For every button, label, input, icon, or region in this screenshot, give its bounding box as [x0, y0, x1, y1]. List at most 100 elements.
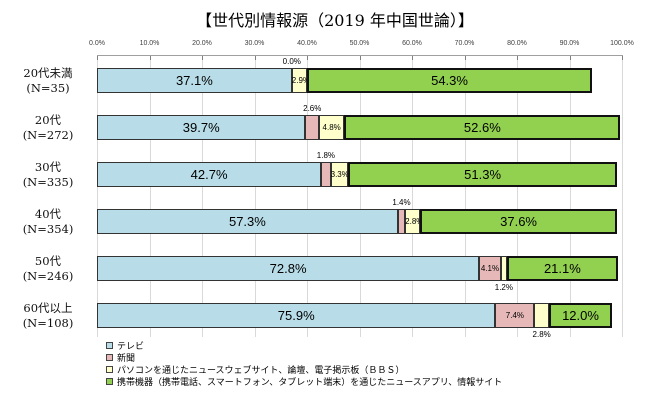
data-label: 2.9% [291, 76, 310, 85]
axis-tick-label: 80.0% [507, 40, 527, 47]
category-label: 20代 (N=272) [4, 113, 92, 143]
data-label: 72.8% [269, 261, 307, 276]
data-label: 2.8% [532, 330, 551, 339]
axis-tick [97, 55, 98, 60]
bar-segment [534, 303, 549, 328]
data-label: 0.0% [282, 57, 301, 66]
bar-segment [419, 209, 618, 234]
gridline [412, 55, 413, 337]
bar-segment [397, 209, 406, 234]
legend-label: パソコンを通じたニュースウェブサイト、論壇、電子掲示板（ＢＢＳ） [117, 365, 405, 375]
gridline [622, 55, 623, 337]
category-sample-size: (N=354) [22, 221, 74, 236]
data-label: 1.2% [494, 283, 513, 292]
category-label: 20代未満 (N=35) [4, 66, 92, 96]
axis-tick-label: 20.0% [192, 40, 212, 47]
category-name: 40代 [34, 207, 62, 221]
data-label: 3.3% [330, 170, 349, 179]
data-label: 51.3% [464, 167, 502, 182]
axis-tick [307, 55, 308, 60]
category-name: 30代 [34, 160, 62, 174]
category-label: 60代以上 (N=108) [4, 301, 92, 331]
gridline [359, 55, 361, 337]
category-name: 20代未満 [23, 66, 73, 80]
category-sample-size: (N=246) [22, 268, 74, 283]
bar-segment [321, 162, 331, 187]
category-name: 20代 [34, 113, 62, 127]
bar-segment [97, 68, 292, 93]
data-label: 2.8% [405, 217, 424, 226]
bar-segment [347, 162, 618, 187]
bar-segment [319, 115, 345, 140]
axis-tick-label: 90.0% [559, 40, 580, 47]
axis-tick-label: 10.0% [139, 40, 160, 47]
bar-segment [307, 68, 593, 93]
axis-tick-label: 50.0% [349, 40, 370, 47]
bar-segment [500, 256, 508, 281]
data-label: 21.1% [543, 261, 581, 276]
legend-label: テレビ [117, 341, 145, 351]
legend-swatch-icon [106, 378, 113, 385]
data-label: 42.7% [190, 167, 228, 182]
bar-segment [305, 115, 320, 140]
legend-item: テレビ [106, 340, 144, 351]
legend-label: 新聞 [117, 353, 136, 363]
gridline [464, 55, 466, 337]
bar-segment [97, 256, 480, 281]
bar-segment [479, 256, 501, 281]
axis-tick [359, 55, 361, 60]
data-label: 1.4% [392, 198, 411, 207]
axis-tick [517, 55, 518, 60]
bar-segment [97, 162, 322, 187]
data-label: 75.9% [277, 308, 315, 323]
bar-segment [507, 256, 618, 281]
data-label: 1.8% [316, 151, 335, 160]
bar-segment [97, 209, 398, 234]
data-label: 4.1% [480, 264, 500, 273]
data-label: 37.1% [175, 73, 213, 88]
category-label: 50代 (N=246) [4, 254, 92, 284]
data-label: 57.3% [228, 214, 266, 229]
axis-tick [202, 55, 203, 60]
axis-tick [412, 55, 413, 60]
legend-swatch-icon [106, 354, 113, 361]
axis-tick-label: 60.0% [402, 40, 422, 47]
data-label: 2.6% [303, 104, 322, 113]
category-name: 50代 [34, 254, 62, 268]
axis-tick [254, 55, 256, 60]
gridline [254, 55, 256, 337]
data-label: 39.7% [182, 120, 220, 135]
legend-label: 携帯機器（携帯電話、スマートフォン、タブレット端末）を通じたニュースアプリ、情報… [117, 377, 503, 387]
axis-tick-label: 70.0% [454, 40, 475, 47]
legend-item: パソコンを通じたニュースウェブサイト、論壇、電子掲示板（ＢＢＳ） [106, 364, 404, 375]
category-sample-size: (N=35) [26, 80, 70, 95]
category-sample-size: (N=108) [22, 315, 74, 330]
axis-tick-label: 100.0% [610, 40, 634, 47]
bar-segment [330, 162, 348, 187]
data-label: 4.8% [322, 123, 341, 132]
bar-segment [291, 68, 307, 93]
axis-tick [464, 55, 466, 60]
gridline [569, 55, 571, 337]
category-name: 60代以上 [23, 301, 73, 315]
category-sample-size: (N=335) [22, 174, 74, 189]
legend-swatch-icon [106, 366, 113, 373]
bar-segment [344, 115, 621, 140]
legend-item: 携帯機器（携帯電話、スマートフォン、タブレット端末）を通じたニュースアプリ、情報… [106, 376, 502, 387]
axis-tick-label: 30.0% [244, 40, 265, 47]
gridline [149, 55, 151, 337]
bar-segment [549, 303, 613, 328]
gridline [517, 55, 518, 337]
data-label: 37.6% [500, 214, 537, 229]
category-label: 30代 (N=335) [4, 160, 92, 190]
axis-tick [622, 55, 623, 60]
axis-tick-label: 40.0% [297, 40, 317, 47]
data-label: 54.3% [431, 73, 468, 88]
bar-segment [495, 303, 535, 328]
bar-segment [97, 303, 496, 328]
legend-swatch-icon [106, 342, 113, 349]
axis-tick [569, 55, 571, 60]
data-label: 52.6% [463, 120, 501, 135]
chart-title: 【世代別情報源（2019 年中国世論）】 [196, 11, 474, 30]
